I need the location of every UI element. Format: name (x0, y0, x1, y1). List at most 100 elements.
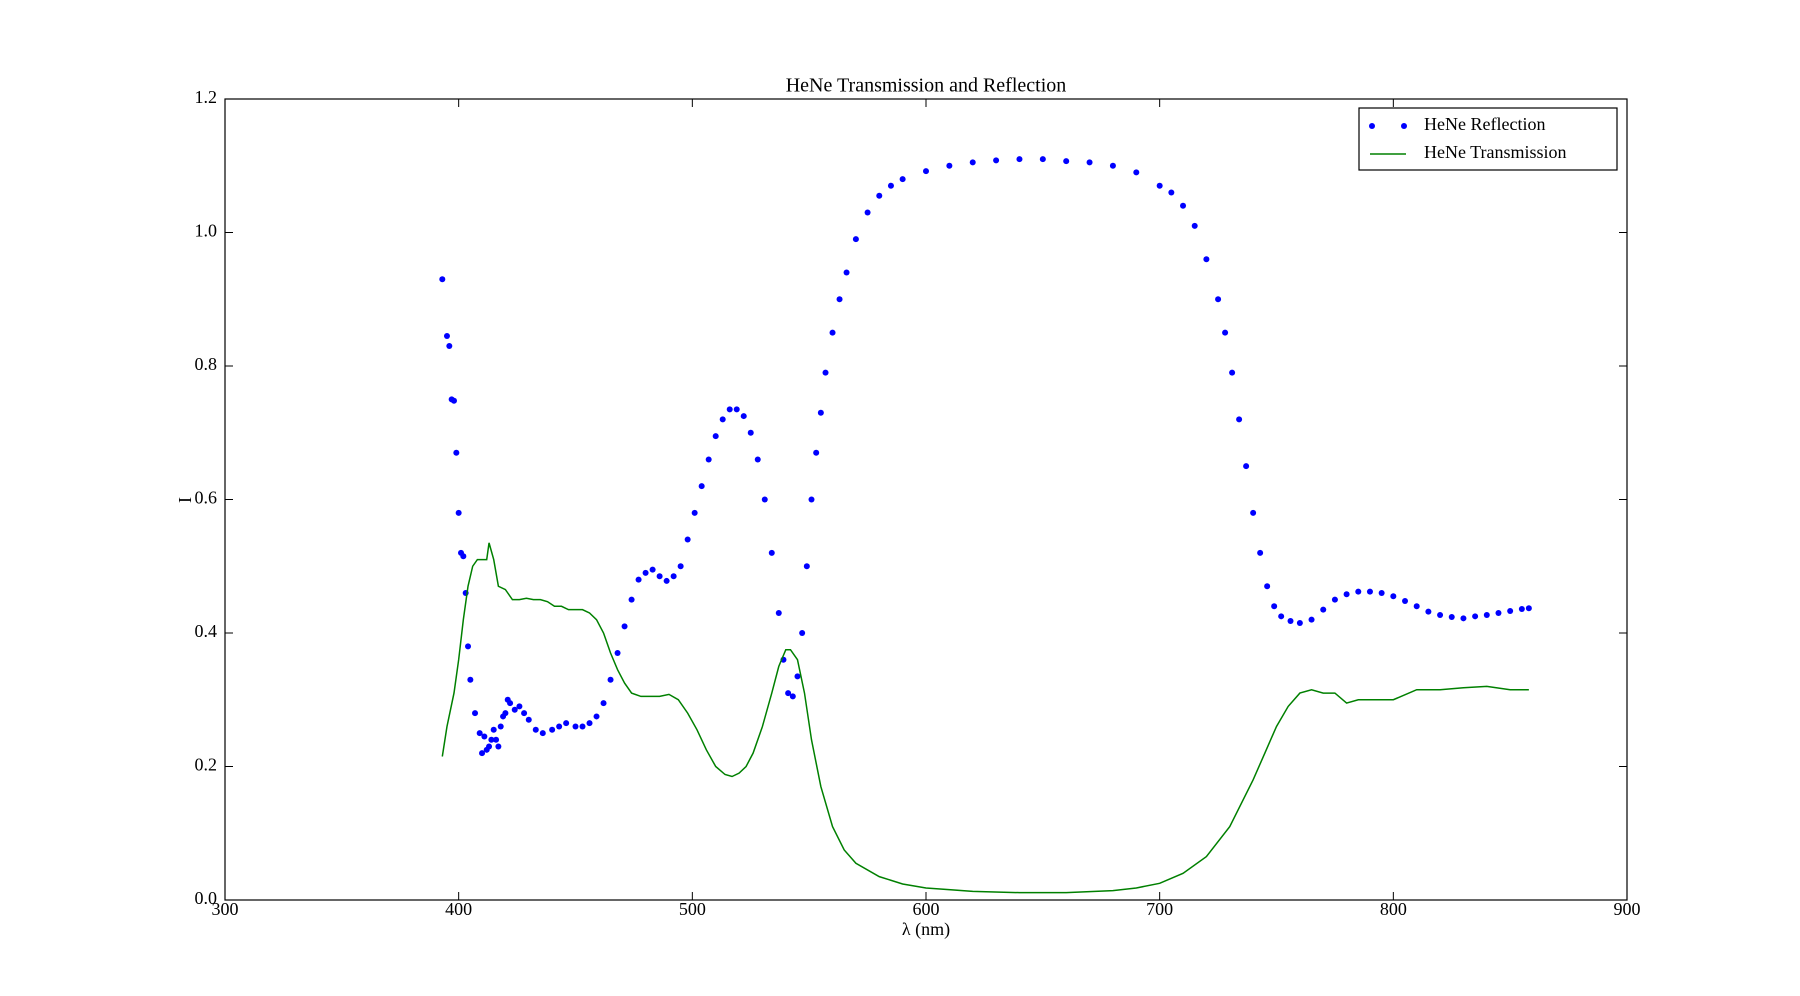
data-point (1243, 463, 1250, 470)
data-point (785, 690, 792, 697)
data-point (521, 710, 528, 717)
chart-title: HeNe Transmission and Reflection (786, 75, 1067, 97)
data-point (628, 596, 635, 603)
x-tick-label: 300 (212, 899, 239, 919)
data-point (1215, 296, 1222, 303)
data-point (1222, 329, 1229, 336)
data-point (1378, 589, 1385, 596)
data-point (621, 623, 628, 630)
data-point (1355, 588, 1362, 595)
data-point (836, 296, 843, 303)
data-point (1525, 605, 1532, 612)
data-point (488, 736, 495, 743)
x-tick-label: 900 (1614, 899, 1641, 919)
x-tick-label: 600 (913, 899, 940, 919)
data-point (1308, 616, 1315, 623)
data-point (497, 723, 504, 730)
data-point (993, 157, 1000, 164)
data-point (677, 563, 684, 570)
data-point (1086, 159, 1093, 166)
data-point (864, 209, 871, 216)
data-point (1331, 596, 1338, 603)
data-point (705, 456, 712, 463)
legend-label: HeNe Transmission (1424, 142, 1567, 162)
data-point (493, 736, 500, 743)
data-point (1402, 597, 1409, 604)
data-point (495, 743, 502, 750)
data-point (1448, 613, 1455, 620)
data-point (642, 569, 649, 576)
data-point (586, 720, 593, 727)
x-tick-label: 800 (1380, 899, 1407, 919)
data-point (1460, 615, 1467, 622)
data-point (507, 700, 514, 707)
data-point (453, 449, 460, 456)
data-point (563, 720, 570, 727)
y-tick-label: 0.0 (195, 888, 218, 908)
data-point (539, 730, 546, 737)
data-point (822, 369, 829, 376)
data-point (1296, 619, 1303, 626)
data-point (1518, 605, 1525, 612)
data-point (532, 726, 539, 733)
data-point (481, 733, 488, 740)
data-point (691, 509, 698, 516)
data-line (441, 542, 1529, 894)
data-point (733, 406, 740, 413)
legend-box (1358, 107, 1618, 171)
data-point (450, 397, 457, 404)
data-point (1413, 603, 1420, 610)
data-point (600, 700, 607, 707)
data-point (467, 676, 474, 683)
data-point (502, 710, 509, 717)
data-point (698, 483, 705, 490)
data-point (887, 182, 894, 189)
data-point (1168, 189, 1175, 196)
y-tick-label: 0.6 (195, 488, 218, 508)
data-point (1320, 606, 1327, 613)
data-point (593, 713, 600, 720)
legend-marker (1401, 123, 1407, 129)
data-point (740, 413, 747, 420)
data-point (455, 509, 462, 516)
data-point (1229, 369, 1236, 376)
data-point (1287, 617, 1294, 624)
data-point (761, 496, 768, 503)
data-point (1343, 591, 1350, 598)
data-point (789, 693, 796, 700)
y-tick-label: 0.8 (195, 354, 218, 374)
data-point (663, 577, 670, 584)
data-point (726, 406, 733, 413)
data-point (516, 703, 523, 710)
data-point (460, 553, 467, 560)
data-point (799, 630, 806, 636)
x-tick-label: 500 (679, 899, 706, 919)
data-point (803, 563, 810, 570)
y-tick-label: 1.2 (195, 87, 218, 107)
data-point (670, 573, 677, 580)
data-point (1180, 202, 1187, 209)
data-point (1250, 509, 1257, 516)
data-point (1507, 607, 1514, 614)
data-point (614, 650, 621, 657)
x-tick-label: 700 (1146, 899, 1173, 919)
data-point (549, 726, 556, 733)
data-point (852, 236, 859, 243)
data-point (946, 162, 953, 169)
data-point (684, 536, 691, 543)
data-point (607, 676, 614, 683)
data-point (490, 726, 497, 733)
data-point (1063, 158, 1070, 165)
data-point (476, 730, 483, 737)
data-point (1016, 156, 1023, 163)
data-point (712, 433, 719, 440)
data-point (1437, 611, 1444, 618)
data-point (649, 566, 656, 573)
data-point (1271, 603, 1278, 610)
data-point (1495, 609, 1502, 616)
data-point (1425, 608, 1432, 615)
data-point (1133, 169, 1140, 176)
data-point (656, 573, 663, 580)
x-tick-label: 400 (445, 899, 472, 919)
